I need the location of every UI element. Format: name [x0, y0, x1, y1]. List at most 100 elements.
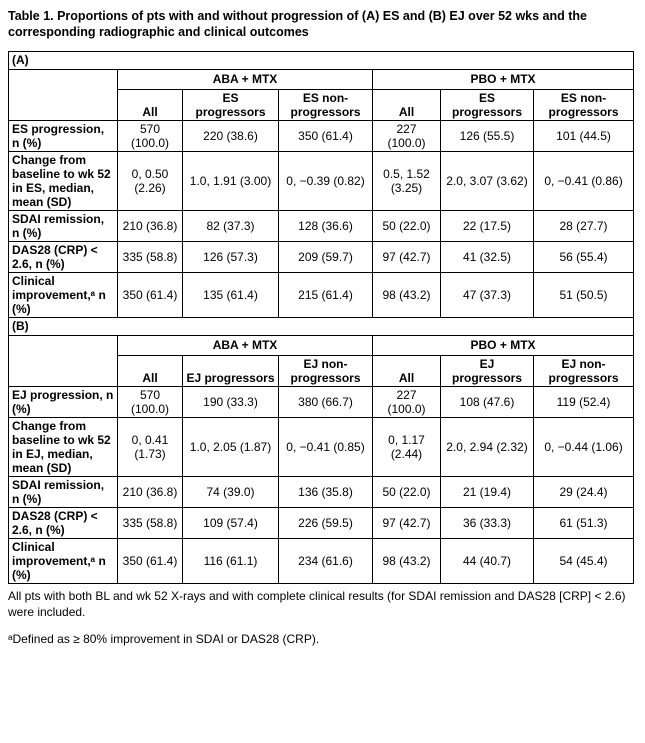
data-cell: 22 (17.5) — [440, 209, 534, 242]
column-header: EJ non-progressors — [532, 354, 635, 388]
data-cell: 126 (57.3) — [182, 240, 279, 273]
data-cell: 1.0, 1.91 (3.00) — [182, 150, 279, 211]
row-label: EJ progression, n (%) — [8, 386, 118, 419]
data-cell: 50 (22.0) — [372, 476, 441, 509]
data-cell: 227 (100.0) — [372, 386, 441, 419]
data-cell: 190 (33.3) — [182, 386, 279, 419]
table-title: Table 1. Proportions of pts with and wit… — [8, 9, 587, 40]
data-cell: 0, −0.44 (1.06) — [532, 417, 635, 478]
row-label: Clinical improvement,ᵃ n (%) — [8, 538, 118, 585]
data-cell: 51 (50.5) — [532, 271, 635, 318]
data-cell: 380 (66.7) — [278, 386, 373, 419]
data-cell: 0, 0.50 (2.26) — [117, 150, 183, 211]
table-row: EJ progression, n (%) 570 (100.0) 190 (3… — [8, 386, 635, 419]
group-header-aba-mtx: ABA + MTX — [117, 334, 373, 356]
data-cell: 0, 0.41 (1.73) — [117, 417, 183, 478]
row-label: Clinical improvement,ᵃ n (%) — [8, 271, 118, 318]
data-cell: 335 (58.8) — [117, 507, 183, 540]
footnote-inclusion: All pts with both BL and wk 52 X-rays an… — [8, 589, 626, 620]
table-row: SDAI remission, n (%) 210 (36.8) 82 (37.… — [8, 209, 635, 242]
page: Table 1. Proportions of pts with and wit… — [7, 9, 635, 646]
corner-cell — [8, 68, 118, 121]
column-header: All — [117, 88, 183, 121]
column-header: EJ progressors — [440, 354, 534, 388]
data-cell: 98 (43.2) — [372, 538, 441, 585]
data-cell: 210 (36.8) — [117, 476, 183, 509]
data-cell: 108 (47.6) — [440, 386, 534, 419]
data-cell: 1.0, 2.05 (1.87) — [182, 417, 279, 478]
table-row: Clinical improvement,ᵃ n (%) 350 (61.4) … — [8, 538, 635, 585]
row-label: DAS28 (CRP) < 2.6, n (%) — [8, 507, 118, 540]
data-cell: 97 (42.7) — [372, 507, 441, 540]
data-cell: 350 (61.4) — [117, 538, 183, 585]
footnote-definition: ᵃDefined as ≥ 80% improvement in SDAI or… — [8, 631, 320, 646]
data-cell: 126 (55.5) — [440, 119, 534, 152]
column-header: All — [117, 354, 183, 388]
data-cell: 0, 1.17 (2.44) — [372, 417, 441, 478]
data-cell: 350 (61.4) — [278, 119, 373, 152]
column-header: All — [372, 354, 441, 388]
row-label: Change from baseline to wk 52 in EJ, med… — [8, 417, 118, 478]
data-cell: 226 (59.5) — [278, 507, 373, 540]
data-cell: 41 (32.5) — [440, 240, 534, 273]
column-header: ES progressors — [182, 88, 279, 121]
section-a-label: (A) — [7, 50, 635, 70]
section-b-group-header-row: ABA + MTX PBO + MTX — [8, 334, 635, 388]
data-cell: 128 (36.6) — [278, 209, 373, 242]
section-a-row: (A) — [7, 50, 635, 70]
column-header: All — [372, 88, 441, 121]
corner-cell — [8, 334, 118, 388]
group-header-pbo-mtx: PBO + MTX — [371, 68, 635, 90]
section-b-label: (B) — [7, 316, 635, 336]
table-row: ES progression, n (%) 570 (100.0) 220 (3… — [8, 119, 635, 152]
row-label: SDAI remission, n (%) — [8, 209, 118, 242]
data-cell: 234 (61.6) — [278, 538, 373, 585]
data-cell: 136 (35.8) — [278, 476, 373, 509]
results-table: (A) ABA + MTX PBO + MTX All ES progresso… — [7, 50, 635, 585]
column-header: EJ progressors — [182, 354, 279, 388]
section-b-column-header-row: All EJ progressors EJ non-progressors Al… — [9, 354, 635, 388]
data-cell: 227 (100.0) — [372, 119, 441, 152]
data-cell: 109 (57.4) — [182, 507, 279, 540]
data-cell: 570 (100.0) — [117, 386, 183, 419]
group-header-aba-mtx: ABA + MTX — [117, 68, 373, 90]
data-cell: 54 (45.4) — [532, 538, 635, 585]
table-row: DAS28 (CRP) < 2.6, n (%) 335 (58.8) 109 … — [8, 507, 635, 540]
data-cell: 97 (42.7) — [372, 240, 441, 273]
data-cell: 101 (44.5) — [532, 119, 635, 152]
data-cell: 2.0, 3.07 (3.62) — [440, 150, 534, 211]
data-cell: 21 (19.4) — [440, 476, 534, 509]
group-header-pbo-mtx: PBO + MTX — [371, 334, 635, 356]
row-label: SDAI remission, n (%) — [8, 476, 118, 509]
table-row: SDAI remission, n (%) 210 (36.8) 74 (39.… — [8, 476, 635, 509]
table-row: DAS28 (CRP) < 2.6, n (%) 335 (58.8) 126 … — [8, 240, 635, 273]
data-cell: 82 (37.3) — [182, 209, 279, 242]
data-cell: 220 (38.6) — [182, 119, 279, 152]
data-cell: 0.5, 1.52 (3.25) — [372, 150, 441, 211]
data-cell: 570 (100.0) — [117, 119, 183, 152]
section-a-column-header-row: All ES progressors ES non-progressors Al… — [9, 88, 635, 121]
data-cell: 0, −0.41 (0.86) — [532, 150, 635, 211]
data-cell: 119 (52.4) — [532, 386, 635, 419]
data-cell: 210 (36.8) — [117, 209, 183, 242]
row-label: Change from baseline to wk 52 in ES, med… — [8, 150, 118, 211]
data-cell: 98 (43.2) — [372, 271, 441, 318]
data-cell: 29 (24.4) — [532, 476, 635, 509]
data-cell: 74 (39.0) — [182, 476, 279, 509]
column-header: ES non-progressors — [532, 88, 635, 121]
section-a-group-header-row: ABA + MTX PBO + MTX — [8, 68, 635, 121]
data-cell: 135 (61.4) — [182, 271, 279, 318]
data-cell: 50 (22.0) — [372, 209, 441, 242]
column-header: EJ non-progressors — [278, 354, 373, 388]
section-b-row: (B) — [7, 316, 635, 336]
data-cell: 2.0, 2.94 (2.32) — [440, 417, 534, 478]
table-row: Clinical improvement,ᵃ n (%) 350 (61.4) … — [8, 271, 635, 318]
data-cell: 56 (55.4) — [532, 240, 635, 273]
data-cell: 116 (61.1) — [182, 538, 279, 585]
data-cell: 47 (37.3) — [440, 271, 534, 318]
data-cell: 335 (58.8) — [117, 240, 183, 273]
column-header: ES progressors — [440, 88, 534, 121]
row-label: DAS28 (CRP) < 2.6, n (%) — [8, 240, 118, 273]
row-label: ES progression, n (%) — [8, 119, 118, 152]
data-cell: 0, −0.41 (0.85) — [278, 417, 373, 478]
